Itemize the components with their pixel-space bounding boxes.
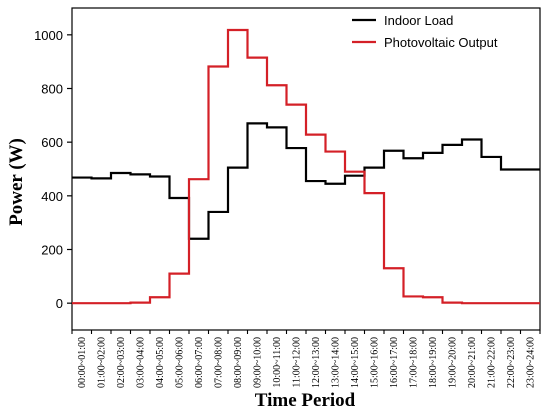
y-tick-label: 600 bbox=[41, 135, 63, 150]
y-tick-label: 200 bbox=[41, 243, 63, 258]
y-tick-label: 400 bbox=[41, 189, 63, 204]
x-tick-label: 12:00~13:00 bbox=[311, 337, 322, 388]
x-tick-label: 06:00~07:00 bbox=[194, 337, 205, 388]
x-tick-label: 14:00~15:00 bbox=[350, 337, 361, 388]
y-tick-label: 800 bbox=[41, 82, 63, 97]
x-axis-label: Time Period bbox=[255, 390, 356, 411]
x-axis: 00:00~01:00 01:00~02:00 02:00~03:00 03:00~0… bbox=[71, 330, 541, 388]
x-tick-label: 18:00~19:00 bbox=[428, 337, 439, 388]
series-line-photovoltaic-output bbox=[72, 28, 540, 305]
x-tick-label: 00:00~01:00 bbox=[77, 337, 88, 388]
x-tick-label: 20:00~21:00 bbox=[467, 337, 478, 388]
legend-label: Indoor Load bbox=[384, 13, 453, 28]
x-tick-label: 11:00~12:00 bbox=[291, 337, 302, 388]
y-tick-label: 1000 bbox=[34, 28, 63, 43]
y-axis: 0 200 400 600 800 1000 bbox=[34, 28, 72, 311]
x-tick-label: 01:00~02:00 bbox=[96, 337, 107, 388]
x-tick-label: 17:00~18:00 bbox=[408, 337, 419, 388]
x-tick-label: 03:00~04:00 bbox=[135, 337, 146, 388]
legend: Indoor Load Photovoltaic Output bbox=[352, 13, 498, 50]
x-tick-label: 19:00~20:00 bbox=[447, 337, 458, 388]
x-tick-label: 10:00~11:00 bbox=[272, 337, 283, 388]
x-tick-label: 07:00~08:00 bbox=[213, 337, 224, 388]
x-tick-label: 22:00~23:00 bbox=[506, 337, 517, 388]
x-tick-label: 23:00~24:00 bbox=[525, 337, 536, 388]
x-tick-label: 09:00~10:00 bbox=[252, 337, 263, 388]
series-line-indoor-load bbox=[72, 122, 540, 240]
series-layer bbox=[72, 28, 540, 305]
x-tick-label: 08:00~09:00 bbox=[233, 337, 244, 388]
x-tick-label: 13:00~14:00 bbox=[330, 337, 341, 388]
x-tick-label: 04:00~05:00 bbox=[155, 337, 166, 388]
x-tick-label: 02:00~03:00 bbox=[116, 337, 127, 388]
legend-label: Photovoltaic Output bbox=[384, 35, 498, 50]
x-tick-label: 05:00~06:00 bbox=[174, 337, 185, 388]
y-tick-label: 0 bbox=[56, 296, 63, 311]
y-axis-label: Power (W) bbox=[6, 138, 27, 226]
x-tick-label: 15:00~16:00 bbox=[369, 337, 380, 388]
x-tick-label: 21:00~22:00 bbox=[486, 337, 497, 388]
x-tick-label: 16:00~17:00 bbox=[389, 337, 400, 388]
